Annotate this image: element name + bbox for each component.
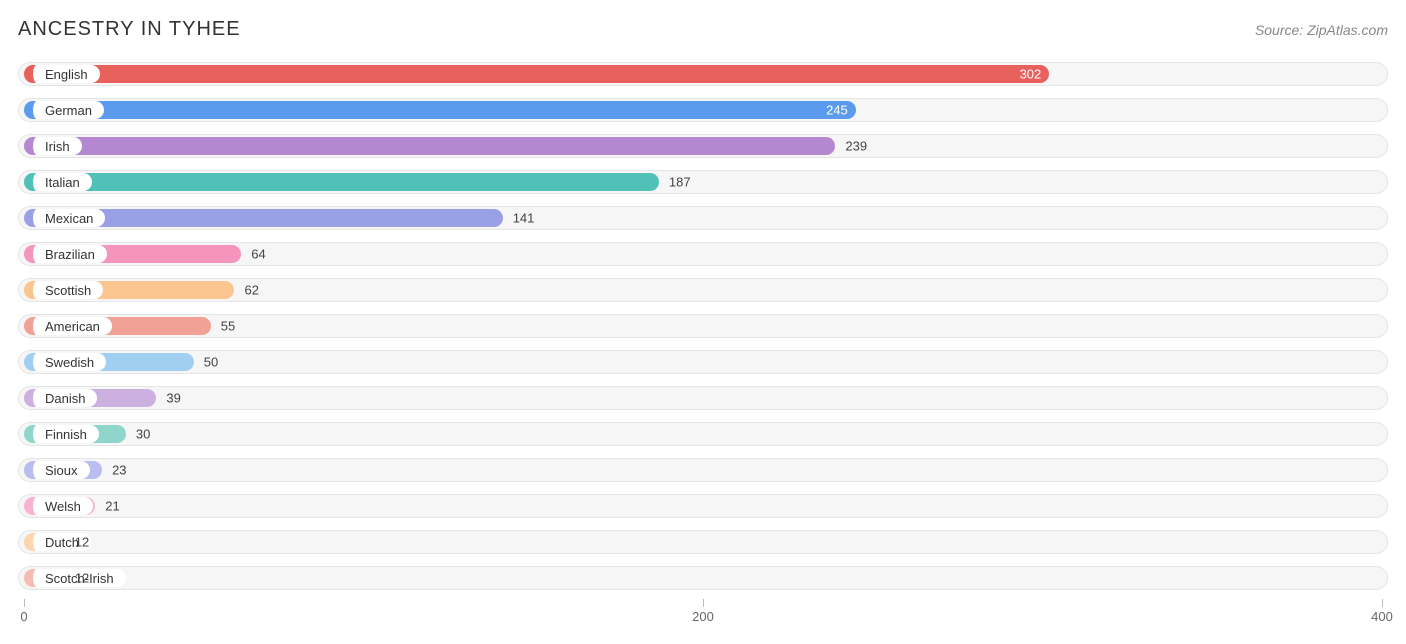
axis-tick	[1382, 599, 1383, 607]
category-pill: Finnish	[28, 425, 99, 443]
category-pill: Danish	[28, 389, 97, 407]
value-label: 12	[75, 571, 89, 586]
bar-track	[18, 422, 1388, 446]
category-pill: Scottish	[28, 281, 103, 299]
value-label: 245	[826, 103, 848, 118]
bar-row: Mexican 141	[18, 203, 1388, 233]
bar-row: Finnish 30	[18, 419, 1388, 449]
category-pill: Mexican	[28, 209, 105, 227]
bar-track	[18, 458, 1388, 482]
category-pill: Brazilian	[28, 245, 107, 263]
category-pill: Sioux	[28, 461, 90, 479]
category-pill: American	[28, 317, 112, 335]
value-label: 302	[1020, 67, 1042, 82]
bar-track	[18, 494, 1388, 518]
bar-row: Dutch12	[18, 527, 1388, 557]
category-pill: Welsh	[28, 497, 93, 515]
axis-tick	[703, 599, 704, 607]
chart-title: ANCESTRY IN TYHEE	[18, 18, 241, 41]
bar-row: Irish 239	[18, 131, 1388, 161]
bar	[24, 137, 835, 155]
bar-track	[18, 350, 1388, 374]
category-pill: Irish	[28, 137, 82, 155]
bar-row: Sioux 23	[18, 455, 1388, 485]
bar	[24, 65, 1049, 83]
bar-row: German 245	[18, 95, 1388, 125]
bar-row: Scotch-Irish12	[18, 563, 1388, 593]
category-pill: Italian	[28, 173, 92, 191]
bar-track	[18, 566, 1388, 590]
axis-tick-label: 0	[20, 609, 27, 624]
bar-row: Scottish 62	[18, 275, 1388, 305]
bar-row: Brazilian 64	[18, 239, 1388, 269]
axis-tick-label: 200	[692, 609, 714, 624]
header: ANCESTRY IN TYHEE Source: ZipAtlas.com	[18, 18, 1388, 41]
category-pill: English	[28, 65, 100, 83]
value-label: 239	[845, 139, 867, 154]
value-label: 39	[166, 391, 180, 406]
bar-row: Welsh 21	[18, 491, 1388, 521]
source-attribution: Source: ZipAtlas.com	[1255, 22, 1388, 38]
value-label: 187	[669, 175, 691, 190]
value-label: 23	[112, 463, 126, 478]
value-label: 141	[513, 211, 535, 226]
value-label: 30	[136, 427, 150, 442]
bar-row: Swedish 50	[18, 347, 1388, 377]
axis-tick-label: 400	[1371, 609, 1393, 624]
bar-track	[18, 530, 1388, 554]
category-pill: Swedish	[28, 353, 106, 371]
category-pill: German	[28, 101, 104, 119]
bar	[24, 101, 856, 119]
bar	[24, 173, 659, 191]
value-label: 12	[75, 535, 89, 550]
value-label: 62	[244, 283, 258, 298]
bar-row: English 302	[18, 59, 1388, 89]
bar-row: American 55	[18, 311, 1388, 341]
axis-tick	[24, 599, 25, 607]
ancestry-bar-chart: English 302 German 245 Irish 239 Italian 187 Mex…	[18, 59, 1388, 627]
bar-row: Italian 187	[18, 167, 1388, 197]
value-label: 50	[204, 355, 218, 370]
source-prefix: Source:	[1255, 22, 1307, 38]
bar-row: Danish 39	[18, 383, 1388, 413]
x-axis: 0200400	[18, 599, 1388, 627]
value-label: 21	[105, 499, 119, 514]
value-label: 55	[221, 319, 235, 334]
source-name: ZipAtlas.com	[1307, 22, 1388, 38]
bar-track	[18, 386, 1388, 410]
value-label: 64	[251, 247, 265, 262]
